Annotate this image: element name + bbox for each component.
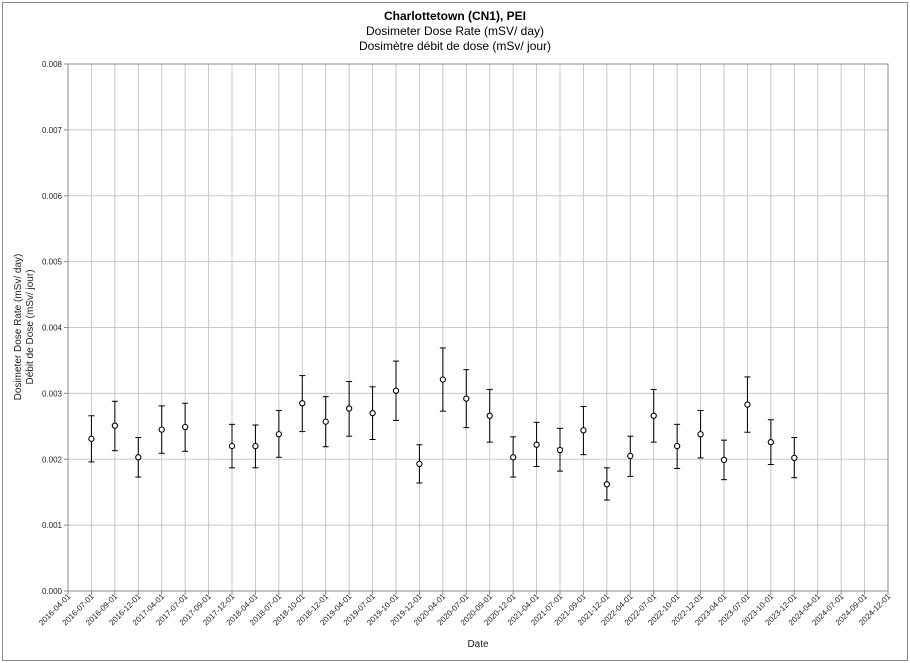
data-point <box>228 442 236 450</box>
chart-subtitle-en: Dosimeter Dose Rate (mSV/ day) <box>365 24 545 38</box>
data-point <box>556 446 564 454</box>
y-axis-ticks: 0.000 0.001 0.002 0.003 0.004 0.005 0.006 0.007… <box>42 60 68 596</box>
y-tick-label: 0.008 <box>42 60 63 69</box>
chart-title: Charlottetown (CN1), PEI <box>383 9 526 23</box>
y-tick-label: 0.007 <box>42 126 63 135</box>
data-point <box>697 431 704 438</box>
chart-subtitle-fr: Dosimètre débit de dose (mSv/ jour) <box>358 39 552 53</box>
data-point <box>767 438 775 446</box>
data-point <box>720 456 728 464</box>
y-tick-label: 0.004 <box>42 324 63 333</box>
y-axis-label-fr: Débit de Dose (mSv/ jour) <box>25 269 36 384</box>
data-point <box>158 426 165 433</box>
data-point <box>509 454 517 461</box>
gridlines <box>67 63 889 592</box>
data-point <box>392 387 400 394</box>
data-points <box>88 347 798 501</box>
data-point <box>275 431 283 438</box>
data-point <box>416 460 423 468</box>
data-point <box>345 405 353 412</box>
data-point <box>603 481 611 488</box>
data-point <box>744 401 751 408</box>
y-tick-label: 0.001 <box>42 521 63 530</box>
data-point <box>135 454 142 461</box>
data-point <box>533 441 540 448</box>
y-tick-label: 0.005 <box>42 258 63 267</box>
y-tick-label: 0.000 <box>42 587 63 596</box>
data-point <box>369 409 376 417</box>
y-tick-label: 0.003 <box>42 389 63 398</box>
y-tick-label: 0.006 <box>42 192 63 201</box>
data-point <box>439 376 447 383</box>
data-point <box>299 400 306 407</box>
data-point <box>650 412 657 419</box>
data-point <box>252 442 259 450</box>
data-point <box>486 412 493 419</box>
data-point <box>111 422 119 429</box>
data-point <box>791 454 798 462</box>
y-tick-label: 0.002 <box>42 455 63 464</box>
data-point <box>463 395 470 402</box>
data-point <box>580 427 587 434</box>
data-point <box>673 442 681 450</box>
data-point <box>627 452 634 460</box>
x-axis-label: Date <box>467 639 489 650</box>
x-axis-ticks: 2016-04-012016-07-012016-09-012016-12-01… <box>37 591 893 627</box>
data-point <box>322 418 329 425</box>
y-axis-label-en: Dosimeter Dose Rate (mSv/ day) <box>13 254 24 401</box>
data-point <box>181 423 189 431</box>
data-point <box>88 435 95 442</box>
